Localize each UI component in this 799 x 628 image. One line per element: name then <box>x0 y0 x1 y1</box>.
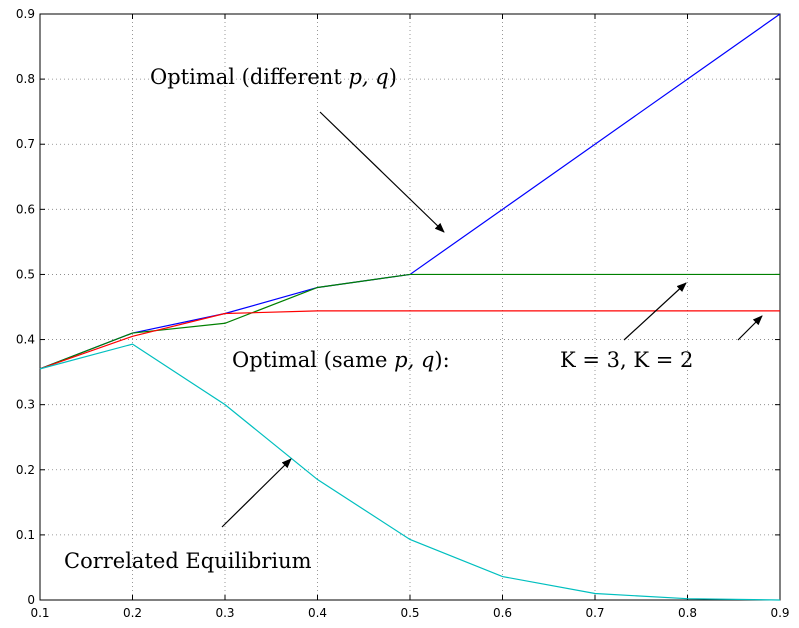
ticks: 0.1 0.2 0.3 0.4 0.5 0.6 0.7 0.8 0.900.10.20.30.4… <box>16 7 790 620</box>
y-tick-label: 0.6 <box>16 202 35 216</box>
annotation-correlated-equilibrium: Correlated Equilibrium <box>64 549 312 573</box>
x-tick-label: 0.4 <box>308 606 327 620</box>
x-tick-label: 0.3 <box>215 606 234 620</box>
annotation-k-values: K = 3, K = 2 <box>560 348 693 372</box>
x-tick-label: 0.9 <box>770 606 789 620</box>
x-tick-label: 0.6 <box>493 606 512 620</box>
arrow-k2 <box>737 315 763 341</box>
annotations: Optimal (different p, q) Optimal (same p… <box>64 65 763 573</box>
annotation-optimal-same-prefix: Optimal (same <box>232 348 394 372</box>
y-tick-label: 0.1 <box>16 528 35 542</box>
y-tick-label: 0.5 <box>16 267 35 281</box>
y-tick-label: 0.8 <box>16 72 35 86</box>
series-lines <box>39 13 781 601</box>
arrow-correlated-equilibrium <box>221 458 292 528</box>
y-tick-label: 0.3 <box>16 398 35 412</box>
annotation-optimal-same-math: p, q <box>394 348 434 372</box>
y-tick-label: 0.9 <box>16 7 35 21</box>
arrow-k3 <box>623 282 687 341</box>
annotation-optimal-same: Optimal (same p, q): <box>232 348 450 372</box>
x-tick-label: 0.2 <box>123 606 142 620</box>
y-tick-label: 0.4 <box>16 333 35 347</box>
x-tick-label: 0.5 <box>400 606 419 620</box>
y-tick-label: 0.7 <box>16 137 35 151</box>
x-tick-label: 0.1 <box>30 606 49 620</box>
plot-frame <box>39 13 781 601</box>
series-line-3 <box>39 343 781 601</box>
annotation-optimal-different-prefix: Optimal (different <box>150 65 348 89</box>
y-tick-label: 0.2 <box>16 463 35 477</box>
annotation-optimal-different-math: p, q <box>348 65 388 89</box>
series-line-1 <box>39 273 780 370</box>
annotation-optimal-different: Optimal (different p, q) <box>150 65 397 89</box>
annotation-optimal-same-suffix: ): <box>434 348 449 372</box>
series-line-2 <box>39 310 780 370</box>
grid <box>40 14 780 600</box>
x-tick-label: 0.7 <box>585 606 604 620</box>
x-tick-label: 0.8 <box>678 606 697 620</box>
arrow-optimal-different <box>319 111 445 233</box>
y-tick-label: 0 <box>27 593 35 607</box>
annotation-optimal-different-suffix: ) <box>389 65 397 89</box>
